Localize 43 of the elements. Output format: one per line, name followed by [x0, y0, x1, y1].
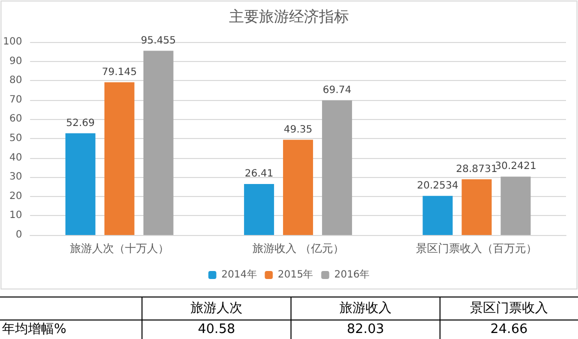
data-label: 95.455	[140, 35, 176, 46]
text: 24.66	[490, 322, 528, 337]
legend-label: 2014年	[221, 268, 257, 280]
legend-label: 2015年	[278, 268, 314, 280]
bar	[283, 140, 314, 235]
bar	[422, 196, 453, 235]
legend-label: 2016年	[334, 268, 370, 280]
y-tick-label: 60	[9, 114, 22, 125]
text: 景区门票收入	[470, 300, 548, 316]
data-label: 30.2421	[495, 161, 536, 172]
bar	[500, 176, 531, 235]
x-tick-label: 旅游收入 （亿元）	[252, 242, 344, 255]
data-label: 20.2534	[417, 180, 458, 192]
y-tick-label: 50	[9, 133, 22, 144]
text: 82.03	[346, 322, 384, 337]
y-tick-label: 0	[16, 230, 22, 240]
data-label: 26.41	[244, 168, 274, 180]
y-tick-label: 90	[9, 56, 22, 67]
bar	[244, 184, 274, 235]
bar	[322, 100, 352, 235]
y-tick-label: 20	[9, 190, 22, 202]
bar	[462, 179, 492, 235]
data-label: 52.69	[66, 118, 95, 129]
bar	[143, 50, 174, 235]
text: 40.58	[198, 322, 236, 337]
y-tick-label: 100	[2, 36, 22, 48]
y-tick-label: 40	[9, 152, 22, 164]
x-tick-label: 旅游人次（十万人）	[70, 242, 169, 255]
bar	[65, 133, 96, 235]
data-label: 79.145	[102, 66, 137, 78]
chart-title: 主要旅游经济指标	[229, 8, 349, 26]
x-tick-label: 景区门票收入（百万元）	[416, 242, 538, 255]
y-tick-label: 80	[9, 75, 22, 86]
y-tick-label: 70	[9, 94, 22, 106]
y-tick-label: 30	[9, 172, 22, 183]
data-label: 28.8731	[456, 164, 498, 175]
text: 旅游收入	[340, 301, 392, 316]
text: 旅游人次	[190, 301, 242, 316]
data-label: 69.74	[322, 84, 352, 96]
y-tick-label: 10	[9, 210, 22, 222]
text: 年均增幅%	[2, 322, 66, 337]
data-label: 49.35	[284, 124, 312, 136]
bar	[104, 82, 134, 235]
